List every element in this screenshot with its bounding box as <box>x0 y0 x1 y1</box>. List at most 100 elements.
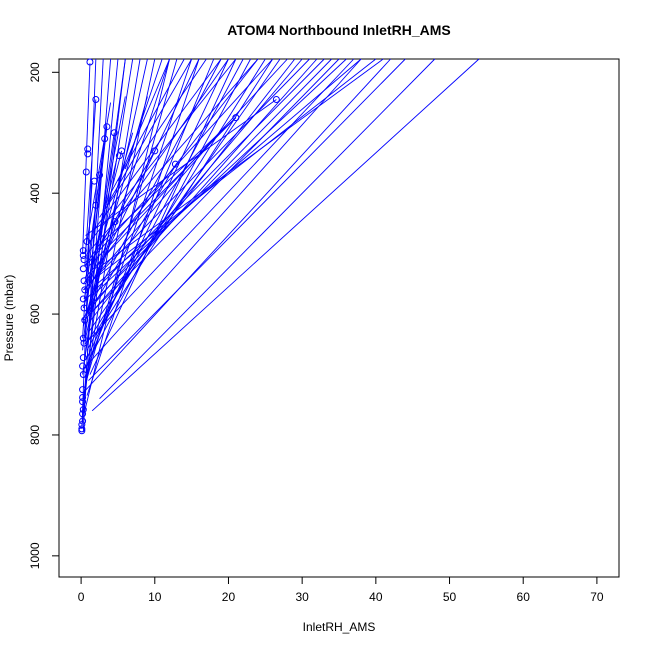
series-line <box>95 150 156 254</box>
data-point <box>82 168 90 176</box>
series-line <box>83 153 119 300</box>
x-tick-label: 0 <box>78 590 85 604</box>
series-line <box>102 117 237 242</box>
series-line <box>83 126 226 291</box>
data-point <box>171 160 179 168</box>
series-line <box>89 58 237 242</box>
data-point <box>79 362 87 370</box>
series-line <box>85 99 277 236</box>
series-line <box>82 58 126 375</box>
series-line <box>83 58 325 303</box>
series-line <box>82 63 91 254</box>
data-point <box>79 371 87 379</box>
series-line <box>82 58 391 393</box>
series-line <box>82 58 310 291</box>
series-line <box>88 162 178 315</box>
series-line <box>85 58 148 339</box>
data-point <box>79 417 87 425</box>
data-point <box>81 316 89 324</box>
data-point <box>80 304 88 312</box>
series-line <box>85 96 148 315</box>
series-line <box>88 58 281 333</box>
data-point <box>78 425 86 433</box>
series-line <box>83 58 362 369</box>
data-point <box>110 129 118 137</box>
data-point <box>90 177 98 185</box>
series-line <box>91 58 251 354</box>
x-axis-label: InletRH_AMS <box>303 620 376 634</box>
x-tick-label: 30 <box>295 590 309 604</box>
series-line <box>83 58 134 363</box>
data-point <box>80 277 88 285</box>
data-point <box>232 114 240 122</box>
series-line <box>95 58 377 279</box>
series-line <box>88 58 296 324</box>
data-point <box>79 265 87 273</box>
data-point <box>80 256 88 264</box>
y-axis: 200 400 600 800 1000 <box>28 62 60 569</box>
series-line <box>106 58 193 206</box>
series-points <box>78 58 280 435</box>
data-point <box>79 354 87 362</box>
series-line <box>85 138 106 281</box>
series-line <box>85 58 303 315</box>
data-point <box>79 295 87 303</box>
series-line <box>82 162 103 351</box>
data-point <box>86 58 94 66</box>
series-line <box>99 58 207 218</box>
data-point <box>79 393 87 401</box>
series-line <box>82 221 116 327</box>
series-line <box>88 96 126 290</box>
series-line <box>99 58 436 400</box>
x-axis: 0 10 20 30 40 50 60 70 <box>78 576 604 604</box>
series-line <box>124 58 163 170</box>
x-tick-label: 20 <box>222 590 236 604</box>
data-point <box>79 334 87 342</box>
data-point <box>79 398 87 406</box>
series-line <box>95 58 274 336</box>
data-point <box>96 171 104 179</box>
data-point <box>79 386 87 394</box>
series-line <box>84 58 355 345</box>
series-line <box>97 58 384 270</box>
series-line <box>82 132 134 309</box>
data-point <box>79 406 87 414</box>
data-point <box>78 427 86 435</box>
data-point <box>79 251 87 259</box>
series-line <box>89 58 237 375</box>
data-point <box>84 145 92 153</box>
y-tick-label: 400 <box>28 183 42 203</box>
data-point <box>83 238 91 246</box>
data-point <box>103 123 111 131</box>
data-point <box>92 201 100 209</box>
data-point <box>151 147 159 155</box>
series-line <box>82 58 259 285</box>
data-point <box>79 410 87 418</box>
y-tick-label: 200 <box>28 62 42 82</box>
data-point <box>115 152 123 160</box>
data-point <box>79 247 87 255</box>
x-tick-label: 40 <box>369 590 383 604</box>
data-point <box>101 135 109 143</box>
series-line <box>84 99 97 266</box>
y-tick-label: 1000 <box>28 542 42 569</box>
x-tick-label: 70 <box>590 590 604 604</box>
series-line <box>88 58 200 291</box>
series-line <box>85 58 229 360</box>
x-tick-label: 10 <box>148 590 162 604</box>
y-tick-label: 600 <box>28 304 42 324</box>
data-point <box>111 218 119 226</box>
data-point <box>92 96 100 103</box>
series-lines <box>81 58 480 432</box>
series-line <box>88 58 406 381</box>
series-line <box>91 58 480 412</box>
data-point <box>84 150 92 158</box>
series-line <box>82 58 119 423</box>
series-line <box>87 58 266 342</box>
series-line <box>86 58 170 315</box>
y-tick-label: 800 <box>28 425 42 445</box>
data-point <box>272 96 280 103</box>
chart-title: ATOM4 Northbound InletRH_AMS <box>227 22 450 38</box>
data-point <box>81 286 89 294</box>
